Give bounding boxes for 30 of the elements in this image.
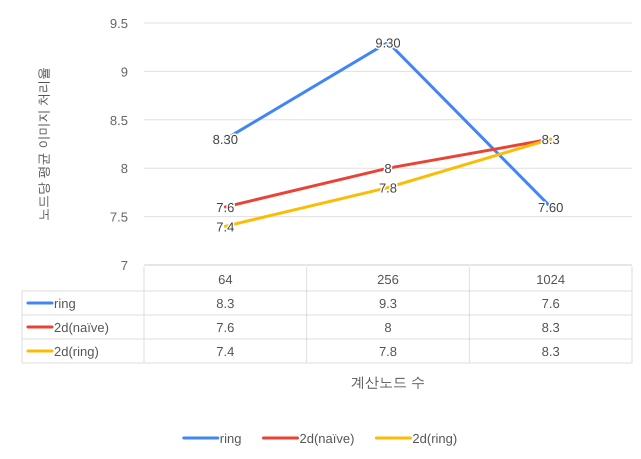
data-label: 7.6 [216,320,234,335]
data-label: 8.3 [542,320,560,335]
legend-label: 2d(ring) [54,344,99,359]
y-tick-label: 8 [120,161,128,176]
x-tick-label: 1024 [536,272,566,287]
text: 2d(ring) [412,431,458,446]
data-label: 7.6 [542,296,560,311]
y-tick-label: 9.5 [110,16,128,31]
y-tick-label: 8.5 [110,112,128,128]
data-label: 7.8 [378,344,398,359]
text: 2d(naïve) [299,431,354,446]
data-label: 8.3 [542,344,560,359]
x-tick-label: 64 [218,272,233,287]
data-label: 7.4 [216,344,234,359]
annotation: 7.60 [538,200,564,215]
x-tick-label: 256 [377,272,399,287]
y-tick-label: 7 [120,258,128,273]
y-tick-label: 9 [120,64,128,80]
data-label: 9.3 [378,296,398,311]
annotation: 7.6 [216,200,234,215]
data-label: 8 [384,320,392,335]
annotation: 7.4 [216,219,234,234]
data-label: 8.3 [216,296,234,311]
text: 계산노드 수 [351,374,425,390]
y-axis-title: 노드당 평균 이미지 처리율 [36,67,51,221]
text: ring [220,431,242,446]
y-tick-label: 7.5 [110,210,128,225]
legend-label: ring [54,296,76,311]
legend-label: 2d(naïve) [54,320,109,335]
annotation: 8.30 [212,132,238,148]
